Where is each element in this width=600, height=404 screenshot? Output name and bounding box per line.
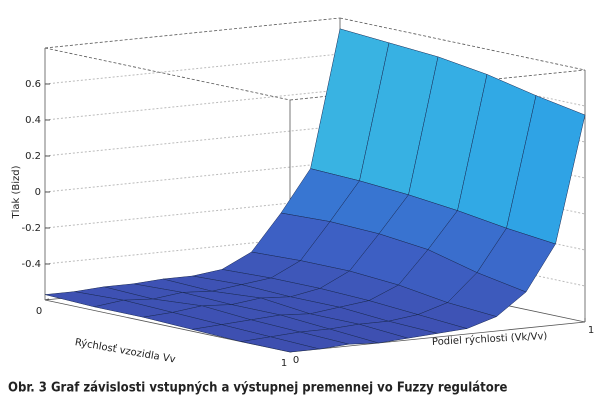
z-tick-label: 0.4 — [25, 115, 41, 126]
z-axis-label: Tlak (Bizd) — [11, 165, 22, 219]
y-axis-label: Rýchlosť vzozidla Vv — [74, 336, 176, 366]
box-edge — [44, 17, 341, 49]
z-tick-label: 0 — [35, 187, 41, 198]
caption: Obr. 3 Graf závislosti vstupných a výstu… — [8, 381, 508, 396]
x-axis-label: Podiel rýchlosti (Vk/Vv) — [432, 330, 548, 348]
z-tick-label: 0.2 — [25, 151, 41, 162]
y-tick-label: 1 — [281, 358, 287, 369]
box-edge — [44, 47, 291, 101]
z-tick-label: 0.6 — [25, 79, 41, 90]
box-edge — [339, 17, 586, 71]
box-edge — [289, 321, 586, 353]
surface-patch — [240, 336, 320, 353]
z-tick-label: -0.2 — [21, 223, 41, 234]
box-edge — [289, 69, 586, 101]
y-tick-label: 0 — [36, 306, 42, 317]
y-tick — [44, 298, 50, 301]
x-tick-label: 0 — [293, 355, 299, 366]
surface — [44, 28, 586, 353]
x-tick-label: 1 — [588, 325, 594, 336]
z-tick-label: -0.4 — [21, 259, 41, 270]
